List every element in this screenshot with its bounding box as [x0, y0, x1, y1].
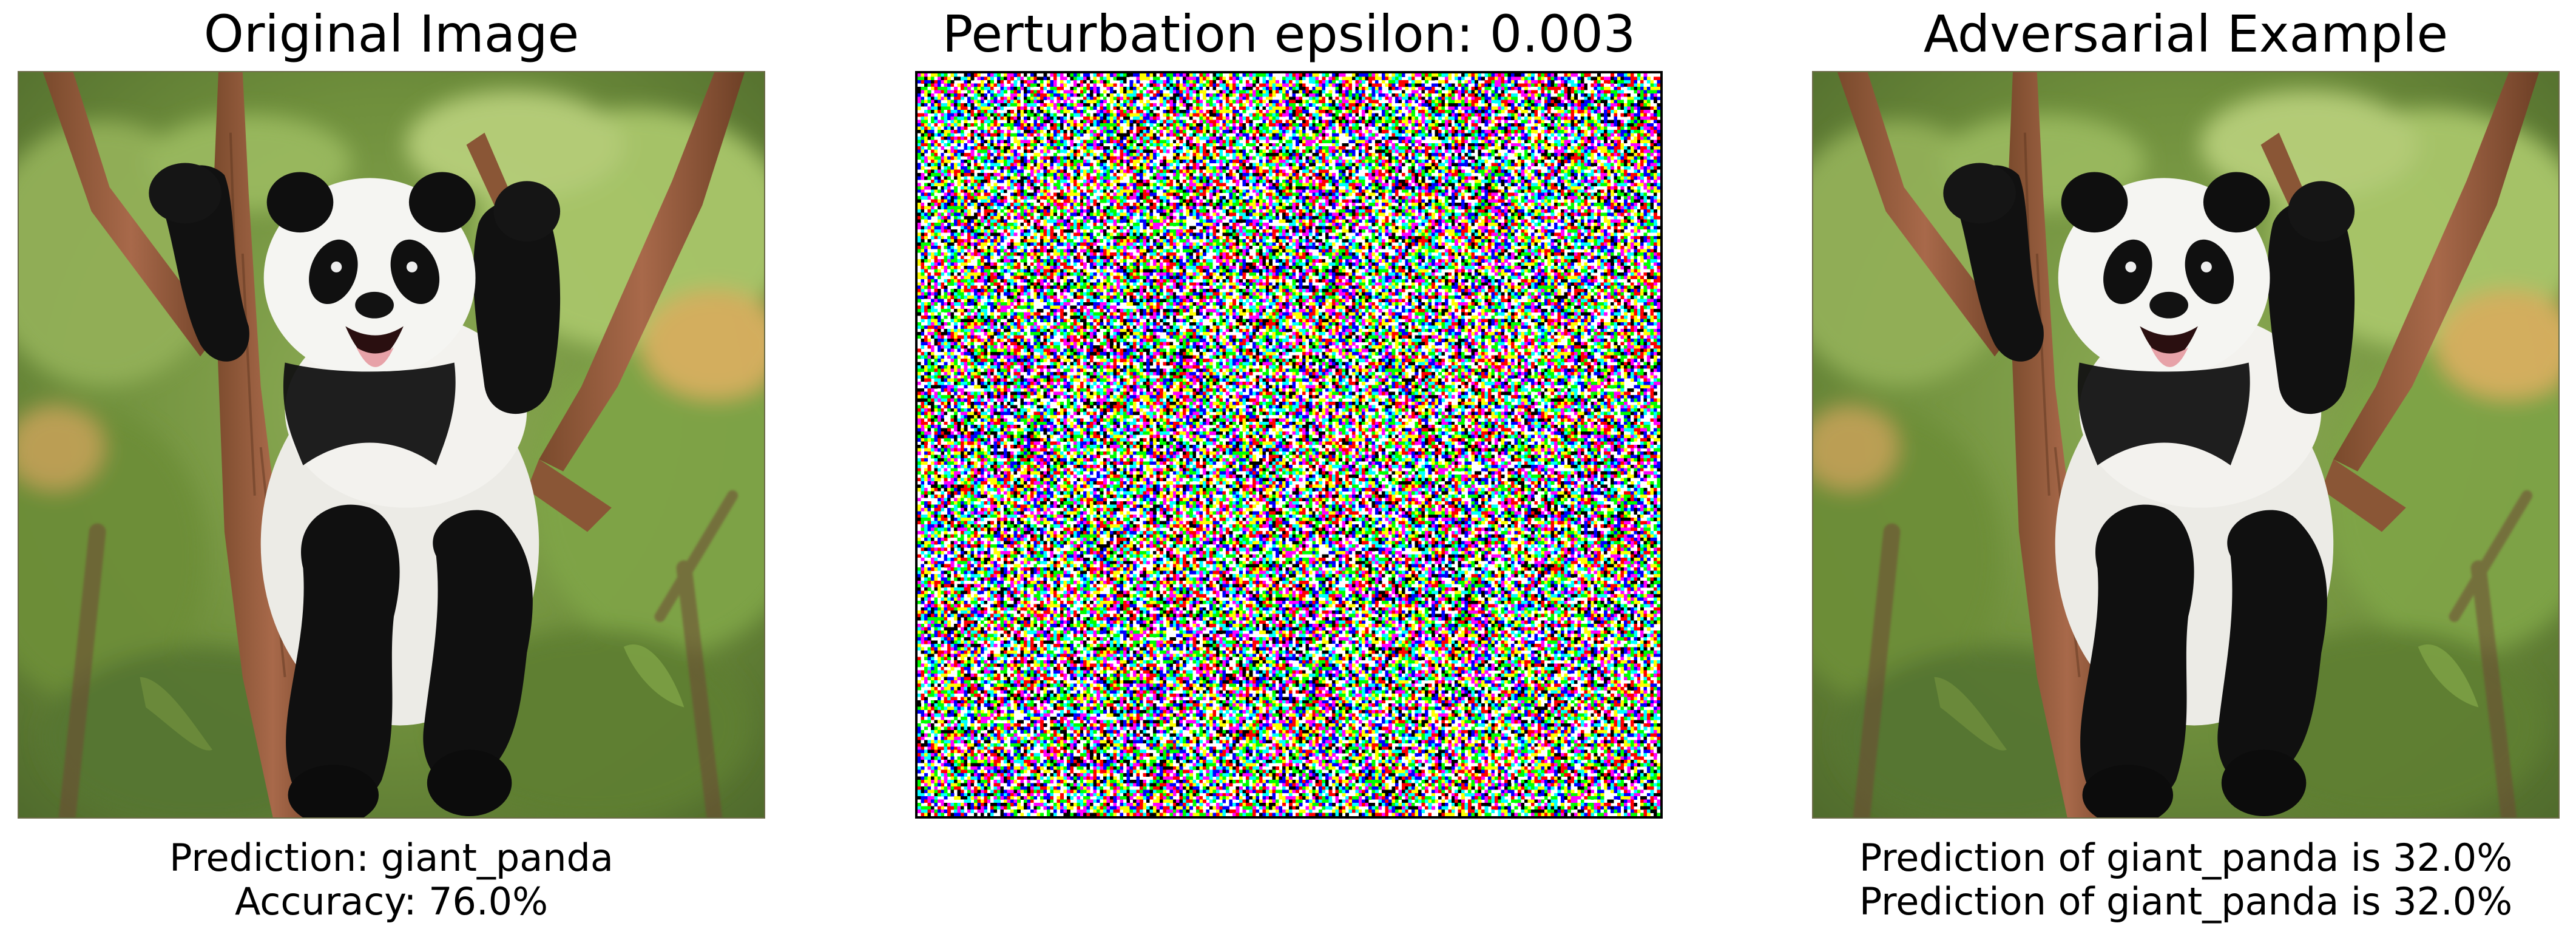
adversarial-prediction-text-1: Prediction of giant_panda is 32.0% — [1812, 836, 2560, 880]
original-prediction-text: Prediction: giant_panda — [18, 836, 765, 880]
adversarial-image-caption: Prediction of giant_panda is 32.0% Predi… — [1812, 836, 2560, 924]
original-image-title: Original Image — [18, 4, 765, 64]
original-image-caption: Prediction: giant_panda Accuracy: 76.0% — [18, 836, 765, 924]
original-accuracy-text: Accuracy: 76.0% — [18, 880, 765, 924]
adversarial-image — [1812, 71, 2560, 819]
adversarial-panda-photo — [1813, 72, 2558, 817]
adversarial-example-title: Adversarial Example — [1812, 4, 2560, 64]
perturbation-image — [915, 71, 1663, 819]
panda-photo — [19, 72, 764, 817]
adversarial-prediction-text-2: Prediction of giant_panda is 32.0% — [1812, 880, 2560, 924]
perturbation-noise — [918, 73, 1660, 816]
original-image — [18, 71, 765, 819]
perturbation-title: Perturbation epsilon: 0.003 — [915, 4, 1663, 64]
